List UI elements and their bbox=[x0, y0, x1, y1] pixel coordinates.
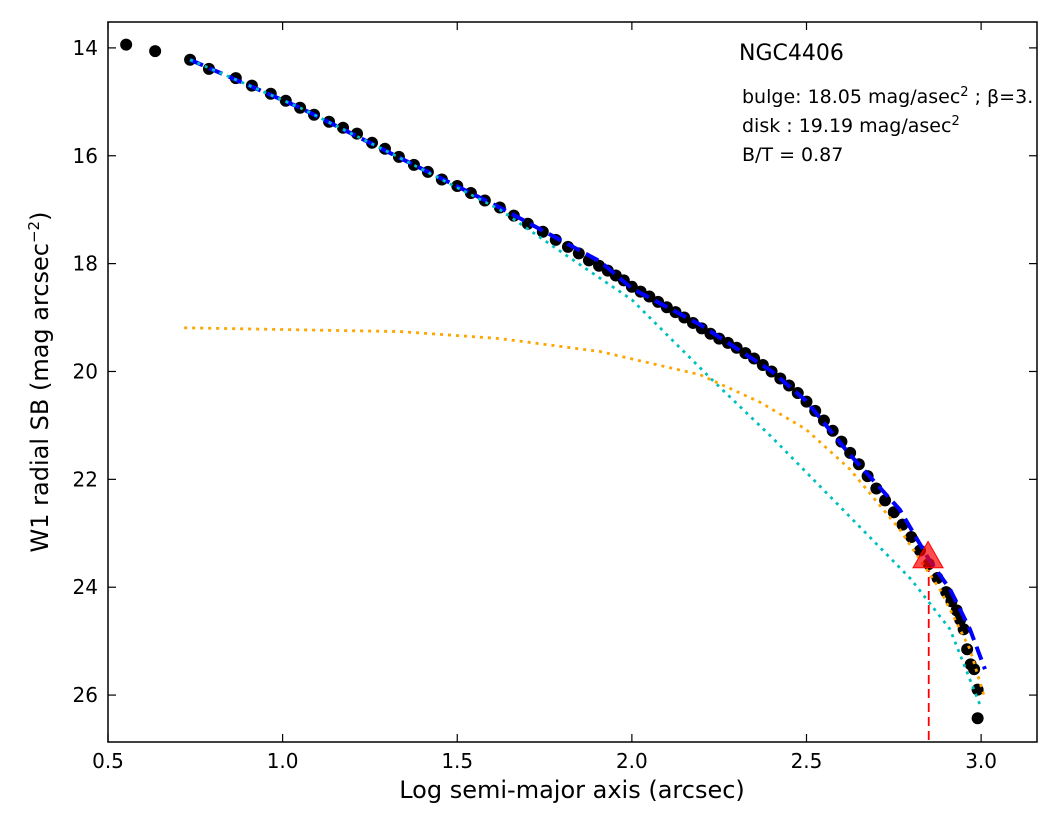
y-tick-label: 26 bbox=[73, 683, 98, 707]
y-tick-label: 24 bbox=[73, 575, 98, 599]
x-tick-label: 3.0 bbox=[965, 749, 997, 773]
y-tick-label: 22 bbox=[73, 467, 98, 491]
x-tick-label: 2.0 bbox=[616, 749, 648, 773]
y-axis-label: W1 radial SB (mag arcsec−2) bbox=[25, 212, 54, 553]
annotation-part: B/T = 0.87 bbox=[742, 144, 843, 166]
annotation-part: ; β=3. bbox=[969, 86, 1034, 108]
model-line bbox=[184, 326, 987, 700]
y-tick-label: 14 bbox=[73, 36, 98, 60]
marker-triangle bbox=[912, 540, 944, 569]
data-point bbox=[971, 712, 984, 725]
x-tick-label: 1.0 bbox=[267, 749, 299, 773]
annotation: B/T = 0.87 bbox=[742, 144, 843, 166]
chart-title: NGC4406 bbox=[739, 41, 844, 66]
data-point bbox=[961, 643, 974, 656]
data-point bbox=[593, 259, 606, 272]
data-point bbox=[643, 290, 656, 303]
data-point bbox=[879, 494, 892, 507]
y-axis-label-part: ) bbox=[26, 212, 54, 221]
y-tick-label: 18 bbox=[73, 252, 98, 276]
y-tick-label: 20 bbox=[73, 359, 98, 383]
plot-area bbox=[120, 38, 987, 742]
annotation-part: disk : 19.19 mag/asec bbox=[742, 115, 951, 137]
x-tick-label: 1.5 bbox=[441, 749, 473, 773]
x-tick-label: 0.5 bbox=[92, 749, 124, 773]
y-axis-label-part: −2 bbox=[25, 221, 43, 243]
y-tick-label: 16 bbox=[73, 144, 98, 168]
y-axis-label-part: W1 radial SB (mag arcsec bbox=[26, 243, 54, 552]
data-point bbox=[968, 663, 981, 676]
annotation-part: 2 bbox=[951, 114, 959, 129]
annotation: disk : 19.19 mag/asec2 bbox=[742, 114, 960, 138]
data-point bbox=[940, 586, 953, 599]
data-point bbox=[870, 482, 883, 495]
annotation: bulge: 18.05 mag/asec2 ; β=3. bbox=[742, 85, 1033, 109]
data-point bbox=[521, 217, 534, 230]
x-axis-label: Log semi-major axis (arcsec) bbox=[399, 776, 745, 804]
data-point bbox=[149, 45, 162, 58]
axes-frame bbox=[107, 21, 1038, 743]
model-line bbox=[189, 58, 982, 705]
model-line bbox=[189, 57, 987, 670]
data-point bbox=[950, 604, 963, 617]
annotation-part: 2 bbox=[960, 85, 968, 100]
data-point bbox=[905, 531, 918, 544]
x-tick-label: 2.5 bbox=[791, 749, 823, 773]
annotation-part: bulge: 18.05 mag/asec bbox=[742, 86, 960, 108]
data-point bbox=[120, 38, 133, 51]
